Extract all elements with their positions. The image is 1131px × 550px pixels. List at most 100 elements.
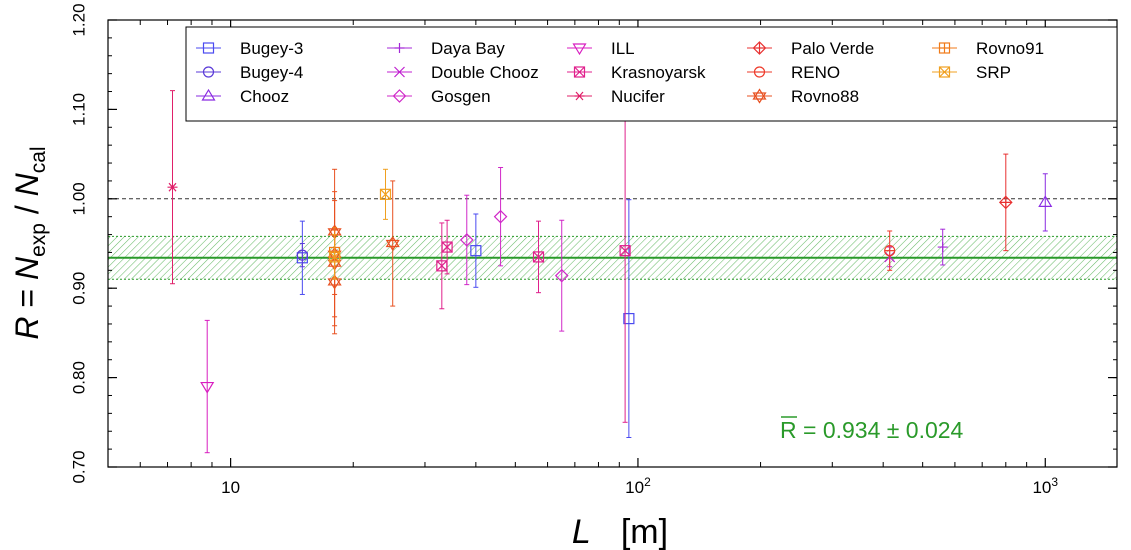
legend-item: Rovno91 bbox=[932, 39, 1044, 58]
series-chooz bbox=[1038, 173, 1053, 232]
legend-label: SRP bbox=[976, 63, 1011, 82]
legend-item: Nucifer bbox=[567, 87, 665, 106]
series-palo-verde bbox=[998, 153, 1013, 252]
marker-box-cross bbox=[436, 260, 448, 272]
x-tick-label: 102 bbox=[625, 475, 651, 497]
marker-asterisk bbox=[574, 91, 585, 101]
y-tick-label: 1.00 bbox=[69, 182, 88, 215]
data-point bbox=[493, 167, 508, 267]
marker-triangle-up bbox=[1038, 195, 1053, 207]
x-axis-title: L [m] bbox=[572, 513, 668, 550]
data-point bbox=[884, 230, 896, 271]
legend-box bbox=[185, 26, 1118, 122]
marker-square bbox=[328, 251, 341, 263]
mean-annotation: R = 0.934 ± 0.024 bbox=[780, 417, 964, 443]
legend-item: Daya Bay bbox=[387, 39, 505, 58]
marker-square-plus bbox=[939, 43, 950, 53]
legend-label: ILL bbox=[611, 39, 635, 58]
marker-square bbox=[379, 188, 392, 200]
marker-diamond-plus bbox=[999, 196, 1012, 209]
axis-titles-layer: L [m] R = Nexp / Ncal R = 0.934 ± 0.024 bbox=[9, 146, 964, 550]
legend-item: RENO bbox=[747, 63, 840, 82]
marker-diamond bbox=[459, 233, 474, 247]
data-point bbox=[328, 234, 341, 280]
legend-label: Palo Verde bbox=[791, 39, 874, 58]
data-point bbox=[1038, 173, 1053, 232]
marker-star-up bbox=[385, 235, 400, 248]
marker-box bbox=[573, 66, 586, 78]
marker-square bbox=[623, 312, 635, 325]
legend-label: Chooz bbox=[240, 87, 289, 106]
legend-item: Chooz bbox=[196, 87, 289, 106]
series-nucifer bbox=[167, 90, 178, 285]
legend-label: Rovno88 bbox=[791, 87, 859, 106]
marker-box-cross bbox=[574, 66, 585, 78]
data-point bbox=[554, 219, 569, 332]
legend-label: Double Chooz bbox=[431, 63, 539, 82]
data-point bbox=[532, 220, 545, 294]
legend-item: Krasnoyarsk bbox=[567, 63, 706, 82]
marker-circle bbox=[296, 249, 308, 261]
legend-item: Double Chooz bbox=[387, 63, 539, 82]
data-point bbox=[441, 219, 453, 275]
marker-square-x bbox=[380, 188, 391, 200]
legend-item: Bugey-4 bbox=[196, 63, 303, 82]
marker-diamond bbox=[554, 268, 569, 283]
data-point bbox=[296, 243, 308, 268]
marker-diamond bbox=[493, 209, 508, 224]
data-point bbox=[385, 180, 400, 307]
legend-item: SRP bbox=[932, 63, 1011, 82]
marker-box bbox=[532, 251, 545, 263]
series-bugey-4 bbox=[296, 243, 308, 268]
legend-label: Bugey-3 bbox=[240, 39, 303, 58]
y-axis-title: R = Nexp / Ncal bbox=[9, 146, 50, 339]
legend-label: Krasnoyarsk bbox=[611, 63, 706, 82]
x-tick-label: 10 bbox=[221, 478, 240, 497]
marker-diamond bbox=[392, 89, 407, 103]
y-tick-label: 1.10 bbox=[69, 93, 88, 126]
data-point bbox=[623, 199, 635, 438]
data-point bbox=[459, 194, 474, 286]
axes-layer: 0.70 0.80 0.90 1.00 1.10 1.20 10 102 103 bbox=[69, 3, 1118, 497]
marker-star-up bbox=[327, 274, 342, 286]
marker-square bbox=[202, 42, 215, 54]
marker-cross bbox=[394, 66, 405, 78]
marker-triangle-down bbox=[572, 43, 587, 56]
marker-square-x bbox=[329, 251, 341, 263]
plot-frame bbox=[107, 19, 1118, 468]
y-tick-label: 0.80 bbox=[69, 361, 88, 394]
data-points-layer bbox=[167, 78, 1053, 454]
legend-label: Bugey-4 bbox=[240, 63, 303, 82]
marker-star-up bbox=[752, 88, 767, 100]
x-tick-label: 103 bbox=[1032, 475, 1058, 497]
legend-item: Gosgen bbox=[387, 87, 491, 106]
data-point bbox=[937, 228, 948, 266]
data-point bbox=[470, 213, 482, 288]
marker-star-down bbox=[752, 92, 767, 104]
series-srp bbox=[328, 168, 392, 280]
y-tick-label: 1.20 bbox=[69, 3, 88, 36]
marker-square bbox=[470, 245, 482, 257]
series-gosgen bbox=[459, 167, 569, 332]
marker-asterisk bbox=[167, 182, 178, 192]
marker-box-cross bbox=[619, 245, 631, 257]
legend-item: Bugey-3 bbox=[196, 39, 303, 58]
marker-plus bbox=[394, 43, 405, 53]
data-point bbox=[379, 168, 392, 220]
marker-box bbox=[441, 241, 453, 253]
data-point bbox=[200, 319, 215, 454]
marker-triangle-down bbox=[200, 381, 215, 394]
marker-diamond-plus bbox=[753, 42, 766, 54]
reference-lines-layer bbox=[108, 198, 1117, 259]
legend-label: Daya Bay bbox=[431, 39, 505, 58]
series-ill bbox=[200, 319, 215, 454]
series-daya-bay bbox=[937, 228, 948, 266]
marker-square-x bbox=[939, 66, 950, 78]
marker-box-cross bbox=[441, 241, 453, 253]
legend-item: Palo Verde bbox=[747, 39, 874, 58]
legend-label: Rovno91 bbox=[976, 39, 1044, 58]
marker-circle bbox=[202, 66, 215, 78]
marker-plus bbox=[937, 242, 948, 253]
series-reno bbox=[884, 230, 896, 271]
